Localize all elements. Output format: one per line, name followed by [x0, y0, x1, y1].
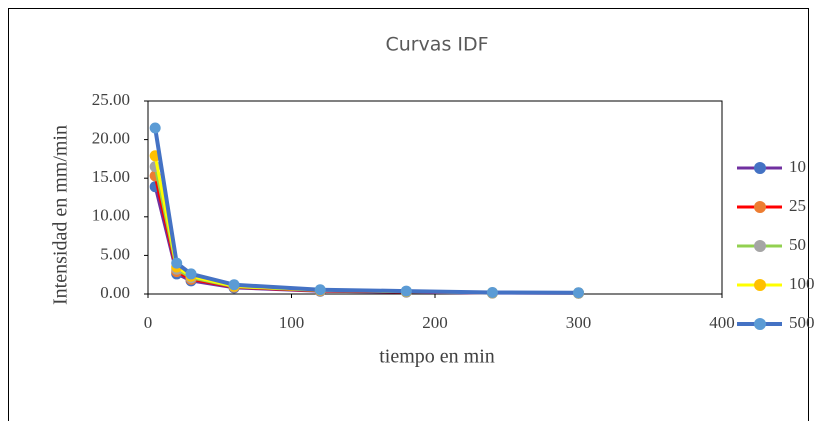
y-axis-title: Intensidad en mm/min: [50, 125, 72, 305]
x-tick-label: 0: [144, 313, 153, 332]
y-tick-label: 20.00: [92, 129, 130, 148]
y-tick-label: 5.00: [100, 244, 130, 263]
x-tick-label: 400: [709, 313, 735, 332]
series-marker: [171, 257, 183, 269]
legend-marker: [754, 240, 766, 252]
y-tick-label: 10.00: [92, 206, 130, 225]
chart-title: Curvas IDF: [385, 34, 488, 56]
x-axis-title: tiempo en min: [379, 346, 495, 368]
series-marker: [149, 122, 161, 134]
x-tick-label: 200: [422, 313, 448, 332]
series-marker: [486, 286, 498, 298]
series-marker: [573, 287, 584, 299]
legend-marker: [754, 201, 766, 213]
series-marker: [314, 284, 326, 296]
legend-marker: [754, 318, 766, 330]
legend-label: 50: [789, 235, 806, 254]
series-marker: [185, 268, 197, 280]
y-tick-label: 25.00: [92, 90, 130, 109]
legend-marker: [754, 279, 766, 291]
chart-frame: [8, 8, 809, 421]
legend-label: 500: [789, 313, 815, 332]
legend-label: 100: [789, 274, 815, 293]
legend-marker: [754, 162, 766, 174]
x-tick-label: 100: [279, 313, 305, 332]
legend-label: 25: [789, 196, 806, 215]
legend-label: 10: [789, 157, 806, 176]
y-tick-label: 0.00: [100, 283, 130, 302]
y-tick-label: 15.00: [92, 167, 130, 186]
x-tick-label: 300: [566, 313, 592, 332]
series-marker: [228, 279, 240, 291]
series-marker: [400, 285, 412, 297]
